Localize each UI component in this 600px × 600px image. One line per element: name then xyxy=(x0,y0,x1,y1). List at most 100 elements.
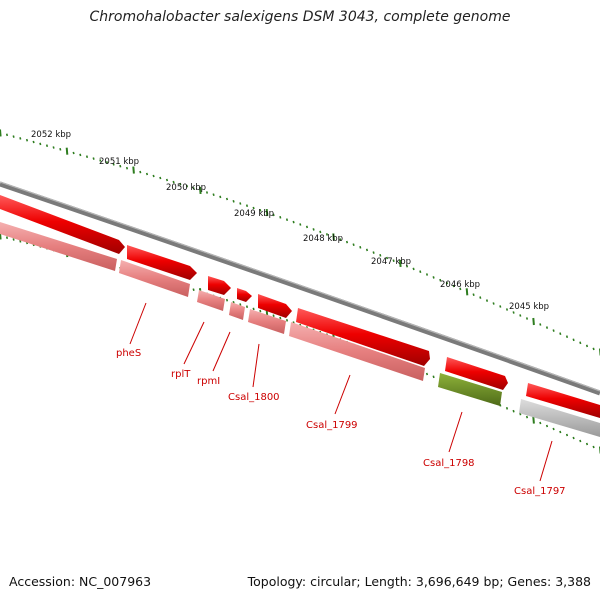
minor-tick xyxy=(119,164,122,168)
minor-tick xyxy=(279,316,282,320)
cds-feature-small[interactable] xyxy=(237,288,252,302)
gene-label-Csal_1798[interactable]: Csal_1798 xyxy=(423,458,475,469)
gene-label-pheS[interactable]: pheS xyxy=(116,348,141,359)
cds-feature-Csal_1799[interactable] xyxy=(296,308,430,366)
minor-tick xyxy=(39,142,42,146)
minor-tick xyxy=(5,133,9,137)
leader-Csal_1797 xyxy=(539,440,553,482)
minor-tick xyxy=(52,146,55,149)
major-tick xyxy=(532,317,535,326)
gene-label-Csal_1799[interactable]: Csal_1799 xyxy=(306,420,358,431)
gene-feature-pheS[interactable] xyxy=(0,222,117,271)
minor-tick xyxy=(79,153,82,157)
minor-tick xyxy=(192,186,195,190)
minor-tick xyxy=(512,409,515,413)
leader-Csal_1798 xyxy=(448,411,463,453)
minor-tick xyxy=(432,276,435,279)
genome-stats-text: Topology: circular; Length: 3,696,649 bp… xyxy=(247,574,591,589)
tick-scale-upper xyxy=(0,129,600,356)
gene-label-Csal_1797[interactable]: Csal_1797 xyxy=(514,486,566,497)
cds-feature-pheS[interactable] xyxy=(0,195,125,254)
major-tick xyxy=(265,209,269,217)
cds-feature-Csal_1797[interactable] xyxy=(526,383,600,418)
major-tick xyxy=(332,233,335,241)
minor-tick xyxy=(352,243,355,247)
gene-label-rpmI[interactable]: rpmI xyxy=(197,376,220,387)
minor-tick xyxy=(419,270,422,274)
minor-tick xyxy=(285,318,289,322)
minor-tick xyxy=(525,415,529,419)
rna-feature-Csal_1798[interactable] xyxy=(438,373,502,406)
minor-tick xyxy=(5,236,9,240)
cds-feature-rplT[interactable] xyxy=(127,245,197,280)
minor-tick xyxy=(459,287,462,291)
minor-tick xyxy=(519,412,522,416)
minor-tick xyxy=(432,375,435,379)
minor-tick xyxy=(92,157,95,160)
gene-track xyxy=(0,222,600,437)
minor-tick xyxy=(405,264,409,268)
minor-tick xyxy=(125,166,129,170)
leader-rpmI xyxy=(212,331,231,372)
minor-tick xyxy=(592,445,595,449)
major-tick xyxy=(0,129,2,137)
gene-label-Csal_1800[interactable]: Csal_1800 xyxy=(228,392,280,403)
gene-feature-Csal_1799[interactable] xyxy=(289,322,425,381)
major-tick xyxy=(399,259,402,267)
minor-tick xyxy=(552,427,555,431)
minor-tick xyxy=(272,314,275,318)
minor-tick xyxy=(579,439,582,443)
minor-tick xyxy=(359,245,362,249)
minor-tick xyxy=(285,218,289,222)
gene-feature-rpmI[interactable] xyxy=(197,290,225,311)
pseudo-feature-Csal_1797[interactable] xyxy=(519,399,600,437)
minor-tick xyxy=(345,240,349,244)
minor-tick xyxy=(152,174,155,178)
gene-feature-rplT[interactable] xyxy=(119,260,190,297)
minor-tick xyxy=(452,284,455,288)
minor-tick xyxy=(305,225,309,229)
leader-Csal_1800 xyxy=(252,343,260,388)
major-tick xyxy=(465,288,469,296)
minor-tick xyxy=(12,238,15,241)
minor-tick xyxy=(245,204,249,208)
minor-tick xyxy=(19,239,22,243)
minor-tick xyxy=(339,238,342,241)
minor-tick xyxy=(279,215,282,219)
minor-tick xyxy=(525,317,529,320)
minor-tick xyxy=(112,162,115,166)
minor-tick xyxy=(385,256,389,260)
minor-tick xyxy=(292,220,295,224)
tick-scale-lower xyxy=(0,232,600,454)
cds-feature-Csal_1798[interactable] xyxy=(445,357,508,390)
minor-tick xyxy=(565,433,569,437)
minor-tick xyxy=(252,206,255,210)
minor-tick xyxy=(225,298,229,302)
minor-tick xyxy=(592,347,595,351)
minor-tick xyxy=(439,278,442,282)
minor-tick xyxy=(212,193,215,197)
minor-tick xyxy=(559,332,562,336)
minor-tick xyxy=(579,341,582,345)
cds-feature-rpmI[interactable] xyxy=(208,276,231,295)
minor-tick xyxy=(85,155,89,159)
minor-tick xyxy=(232,199,235,203)
minor-tick xyxy=(539,421,542,425)
minor-tick xyxy=(19,137,22,140)
minor-tick xyxy=(379,253,382,257)
minor-tick xyxy=(365,248,369,252)
gene-label-rplT[interactable]: rplT xyxy=(171,369,191,380)
minor-tick xyxy=(185,184,189,188)
minor-tick xyxy=(505,406,509,410)
minor-tick xyxy=(32,140,35,144)
leader-pheS xyxy=(129,302,147,345)
gene-feature-small[interactable] xyxy=(229,302,245,320)
minor-tick xyxy=(172,180,175,184)
minor-tick xyxy=(552,329,555,332)
minor-tick xyxy=(545,326,549,329)
backbone-highlight xyxy=(0,181,600,392)
cds-feature-Csal_1800[interactable] xyxy=(258,294,292,318)
minor-tick xyxy=(219,195,222,199)
gene-feature-Csal_1800[interactable] xyxy=(248,309,286,334)
cds-track xyxy=(0,195,600,418)
